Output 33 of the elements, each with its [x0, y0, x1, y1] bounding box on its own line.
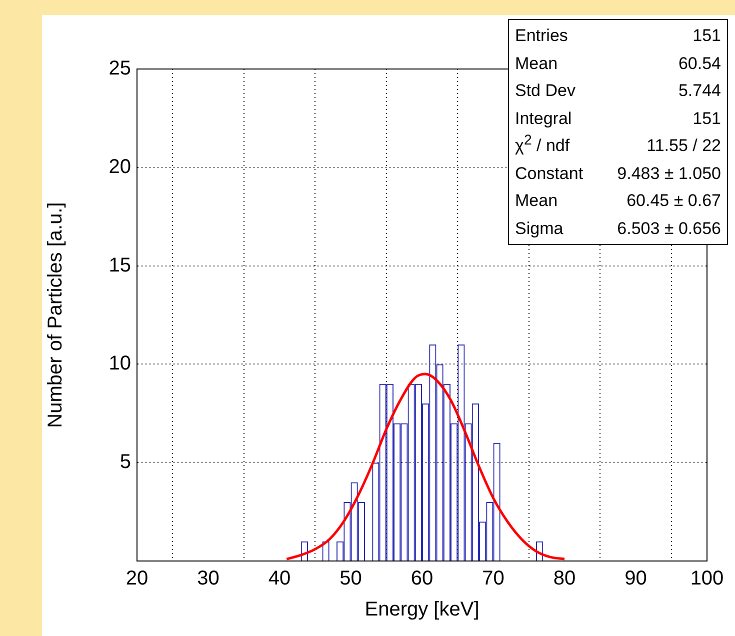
x-tick-label: 50: [340, 568, 362, 590]
annotation: 60.54: [678, 52, 721, 74]
x-tick-label: 90: [624, 568, 647, 590]
annotation: Sigma: [515, 218, 564, 240]
x-tick-label: 70: [482, 568, 504, 590]
annotation: Integral: [515, 108, 572, 130]
text: Entries: [515, 25, 568, 47]
x-tick-label: 100: [690, 568, 724, 590]
annotation: Mean: [515, 190, 558, 212]
x-tick-label: 20: [126, 568, 148, 590]
annotation: 5.744: [678, 80, 721, 102]
y-tick-label: 5: [120, 451, 131, 474]
annotation: Std Dev: [515, 80, 576, 102]
y-axis-title: Number of Particles [a.u.]: [44, 202, 67, 428]
x-tick-label: 60: [410, 568, 434, 590]
y-tick-label: 20: [108, 156, 131, 178]
y-tick-label: 10: [108, 352, 131, 375]
x-tick-label: 80: [553, 568, 576, 590]
y-tick-label: 25: [108, 58, 131, 80]
x-tick-label: 40: [268, 568, 291, 590]
annotation: 9.483 ± 1.050: [617, 162, 721, 184]
x-axis-title: Energy [keV]: [364, 598, 480, 621]
annotation: Constant: [515, 162, 584, 184]
text: 151: [692, 25, 721, 47]
annotation: 60.45 ± 0.67: [626, 190, 721, 212]
annotation: Mean: [515, 52, 558, 74]
x-tick-label: 30: [197, 568, 220, 590]
annotation: χ$^{2}$ / ndf: [515, 132, 570, 157]
annotation: 151: [692, 108, 721, 130]
annotation: 6.503 ± 0.656: [617, 218, 721, 240]
line-series: [285, 372, 566, 560]
annotation: 11.55 / 22: [646, 135, 721, 157]
y-tick-label: 15: [108, 254, 131, 276]
